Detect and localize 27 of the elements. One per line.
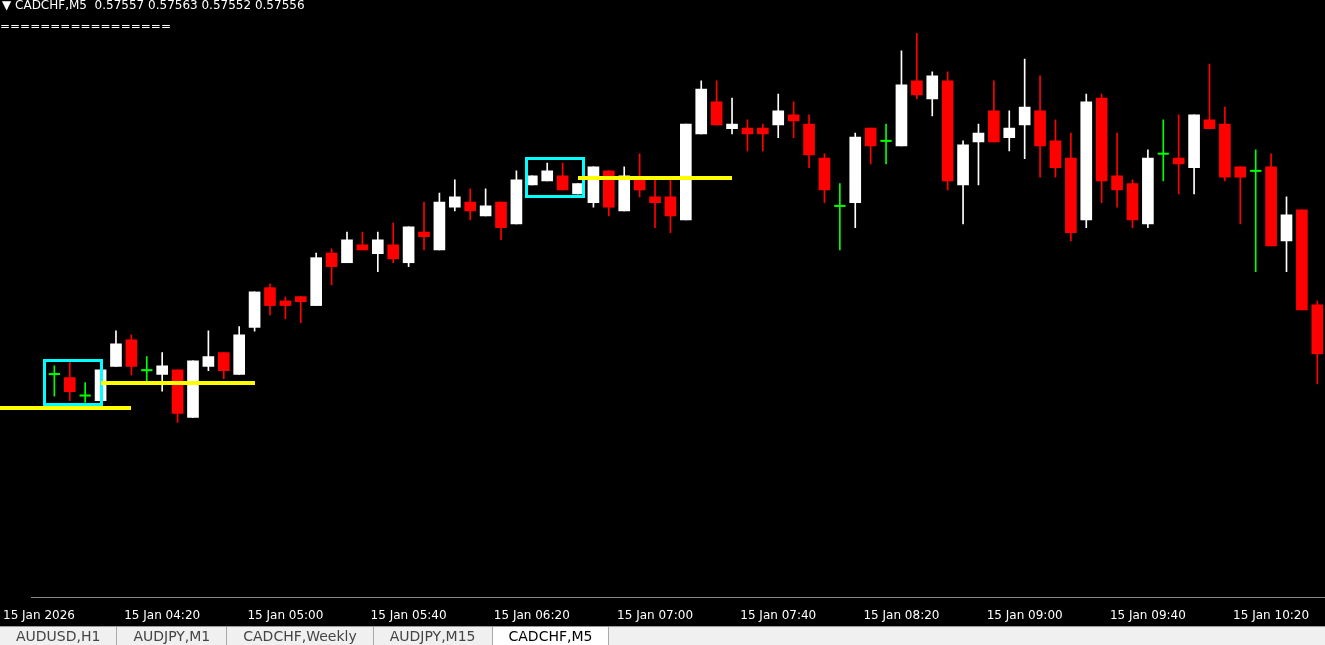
candlestick bbox=[418, 201, 430, 251]
candlestick bbox=[1234, 166, 1247, 225]
text: CADCHF,M5 bbox=[492, 627, 610, 645]
annotation: ================= bbox=[0, 19, 171, 33]
candlestick bbox=[1172, 114, 1185, 195]
x-tick-label: 15 Jan 07:00 bbox=[617, 607, 694, 622]
x-tick-label: 15 Jan 10:20 bbox=[1233, 607, 1310, 622]
x-tick-label: 15 Jan 05:00 bbox=[247, 607, 324, 622]
candlestick bbox=[294, 296, 307, 324]
chart-title: ▼ CADCHF,M5 0.57557 0.57563 0.57552 0.57556 bbox=[2, 0, 305, 12]
candlestick bbox=[911, 33, 923, 100]
x-tick-label: 15 Jan 04:20 bbox=[124, 607, 201, 622]
candlestick bbox=[757, 123, 769, 152]
x-tick-label: 15 Jan 09:00 bbox=[986, 607, 1063, 622]
text: AUDUSD,H1 bbox=[0, 627, 118, 645]
candlestick bbox=[649, 179, 661, 229]
text: CADCHF,Weekly bbox=[227, 627, 374, 645]
text: AUDJPY,M1 bbox=[117, 627, 228, 645]
text: AUDJPY,M15 bbox=[373, 627, 493, 645]
x-tick-label: 15 Jan 06:20 bbox=[493, 607, 570, 622]
x-tick-label: 15 Jan 07:40 bbox=[740, 607, 817, 622]
candlestick bbox=[1111, 132, 1123, 208]
x-tick-label: 15 Jan 05:40 bbox=[370, 607, 447, 622]
candlestick bbox=[726, 97, 738, 135]
x-tick-label: 15 Jan 09:40 bbox=[1109, 607, 1186, 622]
x-tick-label: 15 Jan 2026 bbox=[3, 607, 75, 622]
x-tick-label: 15 Jan 08:20 bbox=[863, 607, 940, 622]
